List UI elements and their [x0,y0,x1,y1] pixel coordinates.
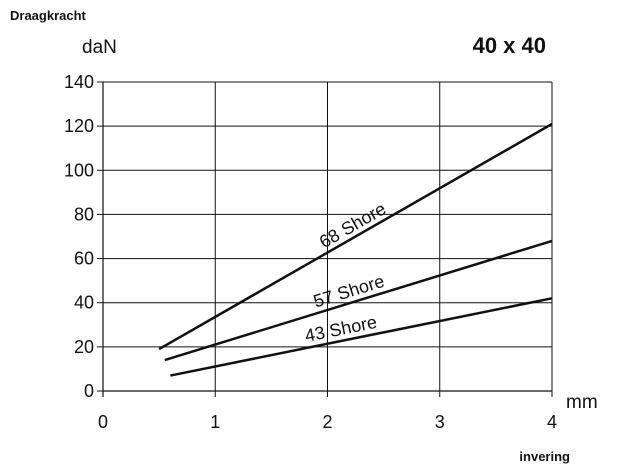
x-axis-title: invering [519,449,570,464]
x-axis-unit: mm [566,392,598,413]
x-tick-label: 3 [435,412,445,432]
series-line-2 [164,239,553,362]
y-tick-label: 0 [84,381,94,401]
y-tick-label: 100 [64,160,94,180]
y-tick-label: 20 [74,337,94,357]
y-tick-label: 120 [64,116,94,136]
y-axis-unit: daN [82,37,117,58]
x-tick-label: 1 [210,412,220,432]
series-line-1 [158,122,553,351]
series-line-3 [170,297,553,377]
y-axis-title: Draagkracht [10,8,87,23]
x-tick-label: 4 [547,412,557,432]
axis-ticks: 0 20 40 60 80 100 120 140 0 1 2 3 4 [64,72,557,432]
y-tick-label: 60 [74,249,94,269]
x-tick-label: 2 [322,412,332,432]
y-tick-label: 140 [64,72,94,92]
y-tick-label: 80 [74,204,94,224]
chart-title: 40 x 40 [473,33,546,58]
series-label-2: 57 Shore [311,271,387,312]
x-tick-label: 0 [98,412,108,432]
series-label-1: 68 Shore [316,198,389,252]
y-tick-label: 40 [74,293,94,313]
